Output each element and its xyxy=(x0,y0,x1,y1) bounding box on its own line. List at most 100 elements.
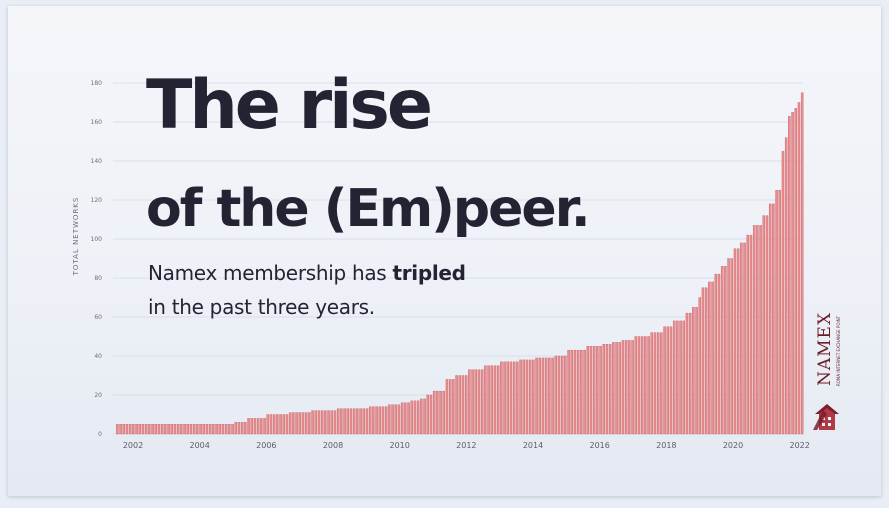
chart-bar xyxy=(400,402,404,435)
chart-bar xyxy=(781,151,785,435)
chart-bar xyxy=(644,336,647,435)
x-tick-label: 2022 xyxy=(789,441,809,450)
y-tick-label: 120 xyxy=(91,197,103,204)
chart-bar xyxy=(544,357,548,435)
chart-bar xyxy=(791,112,794,435)
subtitle-emphasis: tripled xyxy=(392,261,466,285)
chart-bar xyxy=(733,248,737,435)
chart-bar xyxy=(394,404,398,435)
chart-bar xyxy=(413,400,417,435)
chart-bar xyxy=(596,346,599,435)
chart-bar xyxy=(538,357,542,435)
chart-bar xyxy=(570,349,574,435)
chart-bar xyxy=(205,424,209,435)
chart-y-tick-labels: 0 20 40 60 80 100 120 140 160 180 xyxy=(91,80,103,438)
chart-bar xyxy=(122,424,126,435)
chart-bar xyxy=(266,414,270,435)
chart-bar xyxy=(480,369,484,435)
chart-bar xyxy=(759,225,762,435)
chart-bar xyxy=(295,412,298,435)
y-tick-label: 0 xyxy=(98,431,102,438)
chart-bar xyxy=(378,406,382,435)
chart-bar xyxy=(192,424,196,435)
building-emblem-icon xyxy=(813,404,839,430)
chart-bar xyxy=(695,307,698,435)
chart-bar xyxy=(493,365,497,435)
chart-bar xyxy=(311,410,314,435)
chart-bar xyxy=(560,355,564,435)
chart-bar xyxy=(461,375,465,435)
chart-bar xyxy=(330,410,334,435)
chart-bar xyxy=(279,414,282,435)
chart-bar xyxy=(292,412,295,435)
chart-bar xyxy=(624,340,628,435)
y-tick-label: 40 xyxy=(94,353,102,360)
chart-bar xyxy=(586,346,590,435)
chart-bar xyxy=(372,406,375,435)
chart-bar xyxy=(429,394,433,435)
chart-bar xyxy=(471,369,474,435)
chart-bar xyxy=(775,190,778,435)
chart-bar xyxy=(432,390,436,435)
chart-bar xyxy=(653,332,657,435)
chart-bar xyxy=(772,203,775,435)
chart-bar xyxy=(583,349,586,435)
chart-bar xyxy=(711,281,714,435)
chart-bar xyxy=(208,424,212,435)
chart-bar xyxy=(224,424,228,435)
chart-bar xyxy=(506,361,510,435)
chart-bar xyxy=(170,424,174,435)
chart-bar xyxy=(365,408,369,435)
brand-name: NAMEX xyxy=(815,311,835,386)
chart-bar xyxy=(221,424,225,435)
chart-bar xyxy=(141,424,145,435)
chart-bar xyxy=(535,357,538,435)
x-tick-label: 2012 xyxy=(456,441,476,450)
chart-bar xyxy=(554,355,558,435)
chart-bar xyxy=(381,406,385,435)
chart-bar xyxy=(736,248,740,435)
chart-bar xyxy=(263,418,266,435)
chart-bar xyxy=(135,424,138,435)
y-axis-label: TOTAL NETWORKS xyxy=(72,197,80,277)
chart-bar xyxy=(496,365,500,435)
chart-bar xyxy=(160,424,164,435)
chart-bar xyxy=(714,273,718,435)
chart-bar xyxy=(762,215,766,435)
chart-bar xyxy=(525,359,529,435)
chart-bar xyxy=(567,349,570,435)
chart-bar xyxy=(487,365,490,435)
chart-bar xyxy=(602,344,606,435)
chart-bar xyxy=(663,326,666,435)
chart-bar xyxy=(189,424,193,435)
chart-bar xyxy=(186,424,190,435)
chart-bar xyxy=(308,412,311,435)
chart-bar xyxy=(247,418,250,435)
chart-bar xyxy=(154,424,158,435)
chart-bar xyxy=(436,390,439,435)
chart-bar xyxy=(228,424,231,435)
y-tick-label: 100 xyxy=(91,236,103,243)
chart-bar xyxy=(301,412,305,435)
chart-bar xyxy=(384,406,388,435)
chart-bar xyxy=(269,414,273,435)
x-tick-label: 2016 xyxy=(589,441,609,450)
chart-bar xyxy=(240,422,244,435)
chart-bar xyxy=(794,108,798,435)
chart-bar xyxy=(685,312,689,435)
chart-bar xyxy=(740,242,743,435)
chart-bar xyxy=(650,332,654,435)
chart-bar xyxy=(503,361,506,435)
chart-bar xyxy=(234,422,238,435)
chart-bar xyxy=(397,404,401,435)
chart-bar xyxy=(317,410,321,435)
chart-bar xyxy=(119,424,122,435)
slide-title-line-2: of the (Em)peer. xyxy=(146,179,591,239)
chart-bar xyxy=(564,355,567,435)
chart-bar xyxy=(423,398,426,435)
chart-bar xyxy=(173,424,177,435)
chart-bar xyxy=(439,390,442,435)
chart-bar xyxy=(749,234,753,435)
chart-bar xyxy=(672,320,676,435)
chart-bar xyxy=(743,242,746,435)
